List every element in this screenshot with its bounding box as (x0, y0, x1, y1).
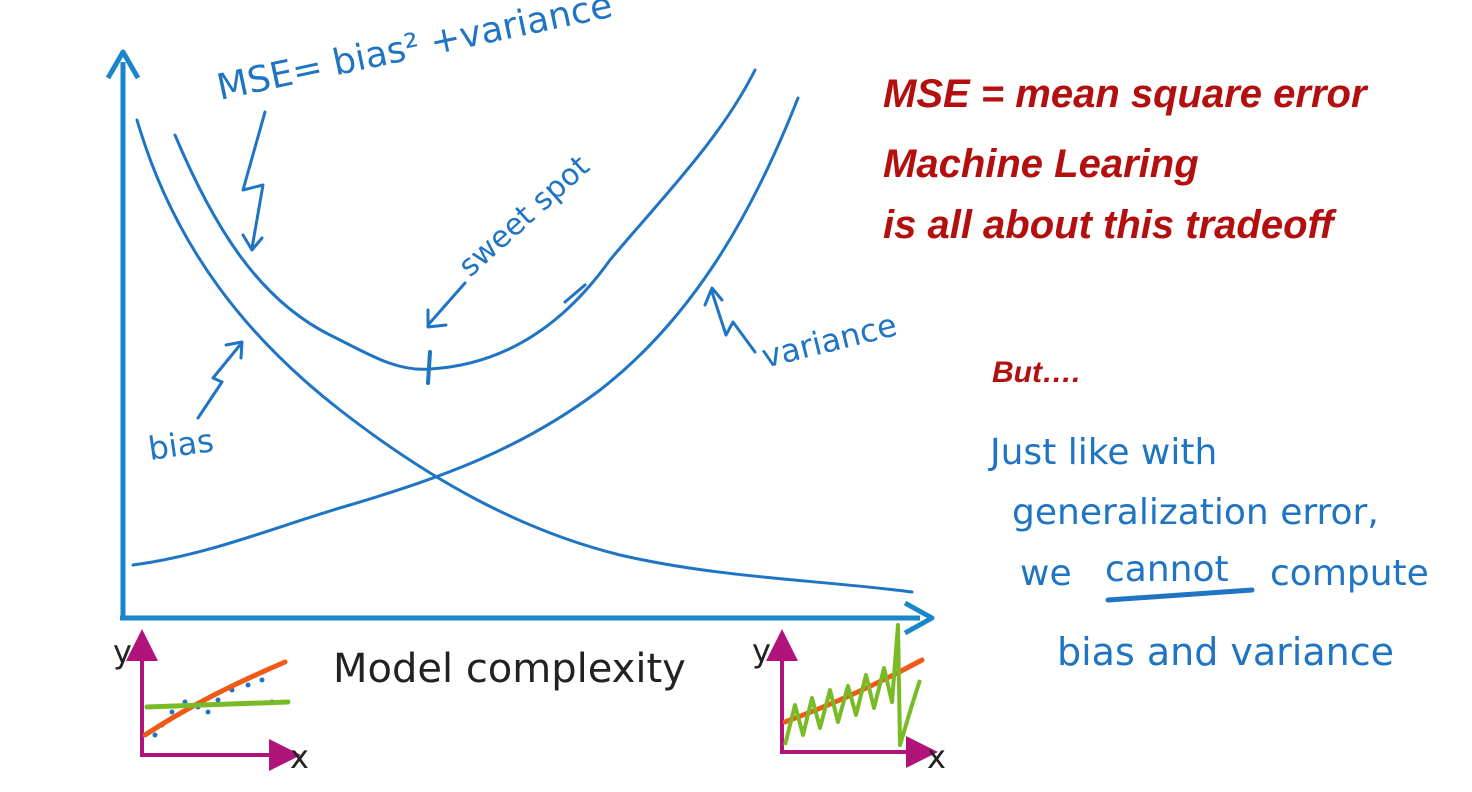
hand-note-compute: compute (1270, 553, 1429, 594)
underfit-x-label: x (290, 738, 309, 776)
red-note-line-1: MSE = mean square error (883, 72, 1367, 116)
variance-label: variance (758, 306, 901, 376)
cannot-underline (1105, 587, 1255, 603)
bias-pointer (196, 340, 244, 420)
mse-pointer (241, 110, 267, 252)
main-axes (105, 49, 935, 636)
y-axis-arrowhead (105, 49, 141, 80)
red-note-line-2: Machine Learing (883, 142, 1199, 186)
curves (131, 68, 914, 594)
sweet-spot-tick-mark (563, 283, 587, 304)
but-note: But…. (992, 356, 1081, 389)
underfit-mini-plot: y x (113, 629, 309, 776)
hand-note-cannot: cannot (1105, 549, 1229, 590)
hand-note-line-4: bias and variance (1057, 630, 1395, 674)
underfit-green-fit (144, 699, 291, 710)
sweet-spot-label: sweet spot (452, 149, 597, 284)
hand-note-we: we (1020, 553, 1072, 594)
x-axis-arrowhead (903, 600, 935, 636)
sweet-spot-pointer (426, 281, 467, 329)
red-notes: MSE = mean square error Machine Learing … (883, 72, 1443, 252)
overfit-mini-plot: y x (752, 623, 946, 776)
underfit-y-label: y (113, 633, 132, 671)
overfit-x-label: x (927, 738, 946, 776)
sweet-spot-tick (426, 350, 432, 385)
red-note-line-3: is all about this tradeoff (883, 203, 1334, 247)
bias-curve (135, 118, 914, 594)
x-axis-label: Model complexity (333, 646, 686, 692)
overfit-green-fit (783, 623, 922, 747)
variance-pointer (703, 286, 757, 354)
annotation-arrows (196, 110, 757, 420)
hand-note-line-1: Just like with (990, 432, 1218, 473)
overfit-y-label: y (752, 632, 771, 670)
variance-curve (131, 96, 800, 567)
hand-note-line-2: generalization error, (1012, 492, 1379, 533)
bias-label: bias (146, 421, 216, 468)
mse-curve (173, 68, 757, 371)
underfit-orange-fit (142, 659, 288, 738)
mse-formula-label: MSE= bias² +variance (213, 0, 616, 109)
